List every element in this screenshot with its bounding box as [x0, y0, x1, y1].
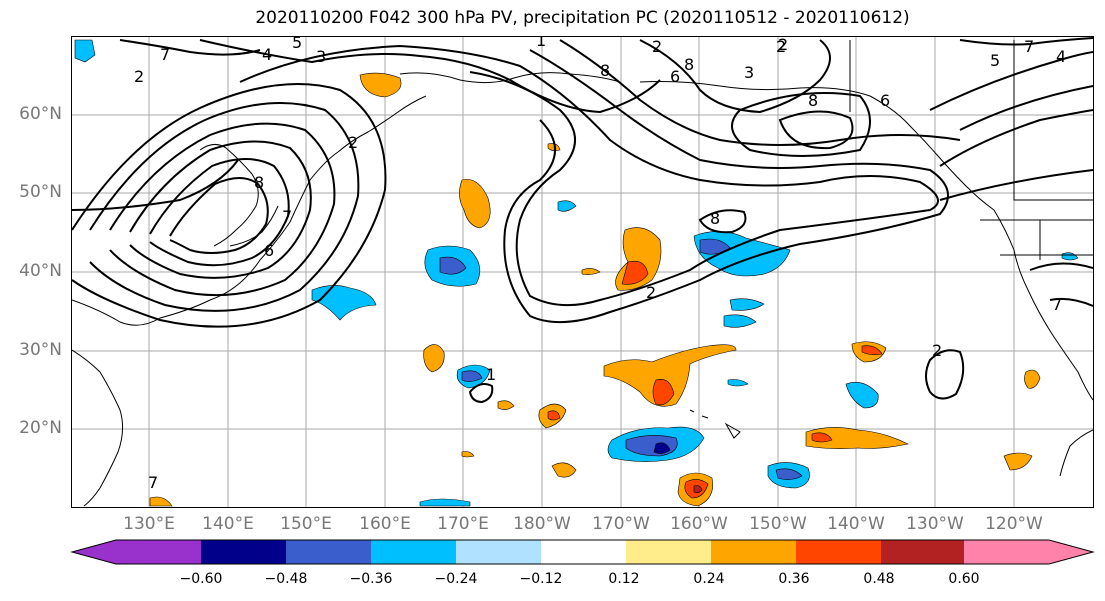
- colorbar-segment: [626, 540, 712, 564]
- colorbar-segment: [541, 540, 627, 564]
- lon-label-170w: 170°W: [592, 514, 650, 534]
- contour-label: 8: [808, 91, 818, 110]
- colorbar-segment: [964, 540, 1049, 564]
- lon-label-160e: 160°E: [359, 514, 411, 534]
- lon-label-120w: 120°W: [985, 514, 1043, 534]
- lat-label-40n: 40°N: [19, 261, 62, 281]
- colorbar-tick: 0.60: [948, 571, 980, 587]
- colorbar-segment: [711, 540, 797, 564]
- contour-label: 4: [262, 45, 272, 64]
- colorbar-segment: [796, 540, 882, 564]
- contour-label: 1: [536, 37, 546, 50]
- contour-label: 7: [1052, 295, 1062, 314]
- precip-shading: [74, 39, 1079, 507]
- contour-label: 5: [990, 51, 1000, 70]
- map-canvas: 2 4 5 3 2 8 6 7 8 2 8 3 6 5 7 4 6 8 7 7 …: [72, 37, 1093, 507]
- contour-labels: 2 4 5 3 2 8 6 7 8 2 8 3 6 5 7 4 6 8 7 7 …: [134, 37, 1066, 492]
- colorbar-tick: −0.48: [264, 571, 308, 587]
- lon-label-150w: 150°W: [749, 514, 807, 534]
- lon-label-180w: 180°W: [513, 514, 571, 534]
- lat-label-20n: 20°N: [19, 418, 62, 438]
- colorbar: [70, 539, 1095, 565]
- contour-label: 2: [778, 37, 788, 54]
- contour-label: 7: [148, 473, 158, 492]
- lat-label-30n: 30°N: [19, 340, 62, 360]
- contour-label: 7: [1024, 37, 1034, 56]
- contour-label: 2: [776, 37, 786, 56]
- contour-label: 1: [486, 365, 496, 384]
- contour-label: 2: [646, 283, 656, 302]
- colorbar-segment: [286, 540, 372, 564]
- contour-label: 3: [316, 47, 326, 66]
- colorbar-extend-max: [1049, 540, 1093, 564]
- lon-label-140w: 140°W: [827, 514, 885, 534]
- lon-label-150e: 150°E: [280, 514, 332, 534]
- contour-label: 2: [134, 67, 144, 86]
- colorbar-tick: −0.36: [349, 571, 393, 587]
- contour-label: 7: [160, 45, 170, 64]
- lon-label-160w: 160°W: [670, 514, 728, 534]
- map-title: 2020110200 F042 300 hPa PV, precipitatio…: [255, 8, 910, 28]
- pv-contours: [72, 37, 1093, 404]
- lon-label-130e: 130°E: [123, 514, 175, 534]
- contour-label: 8: [254, 173, 264, 192]
- colorbar-segment: [201, 540, 287, 564]
- contour-label: 5: [292, 37, 302, 52]
- colorbar-segment: [116, 540, 201, 564]
- colorbar-segment: [456, 540, 542, 564]
- contour-label: 7: [282, 207, 292, 226]
- colorbar-tick: 0.12: [608, 571, 640, 587]
- coastlines: [72, 40, 1093, 507]
- contour-label: 2: [348, 133, 358, 152]
- colorbar-tick: 0.36: [778, 571, 810, 587]
- map-panel: 2 4 5 3 2 8 6 7 8 2 8 3 6 5 7 4 6 8 7 7 …: [71, 36, 1094, 508]
- contour-label: 3: [744, 63, 754, 82]
- colorbar-tick: 0.48: [863, 571, 895, 587]
- contour-label: 4: [1056, 47, 1066, 66]
- contour-label: 6: [670, 67, 680, 86]
- colorbar-tick: 0.24: [693, 571, 725, 587]
- lat-label-50n: 50°N: [19, 182, 62, 202]
- lon-label-140e: 140°E: [202, 514, 254, 534]
- colorbar-tick: −0.12: [519, 571, 563, 587]
- contour-label: 8: [710, 209, 720, 228]
- contour-label: 8: [600, 61, 610, 80]
- contour-label: 2: [932, 341, 942, 360]
- contour-label: 8: [684, 55, 694, 74]
- colorbar-tick: −0.24: [434, 571, 478, 587]
- colorbar-segment: [881, 540, 967, 564]
- colorbar-extend-min: [72, 540, 116, 564]
- contour-label: 6: [264, 241, 274, 260]
- colorbar-outline: [70, 539, 1095, 565]
- lon-label-170e: 170°E: [437, 514, 489, 534]
- contour-label: 6: [880, 91, 890, 110]
- lon-label-130w: 130°W: [906, 514, 964, 534]
- colorbar-segment: [371, 540, 457, 564]
- contour-label: 2: [652, 37, 662, 56]
- lat-label-60n: 60°N: [19, 104, 62, 124]
- colorbar-tick: −0.60: [179, 571, 223, 587]
